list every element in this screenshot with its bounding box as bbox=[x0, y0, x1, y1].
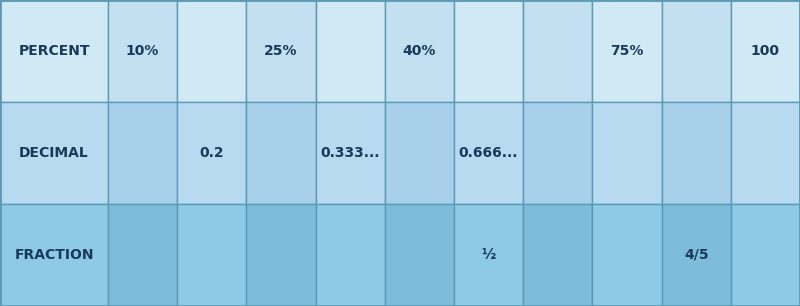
Text: 0.333...: 0.333... bbox=[321, 146, 380, 160]
Bar bbox=[523, 102, 593, 204]
Bar bbox=[108, 0, 178, 102]
Text: 100: 100 bbox=[751, 44, 780, 58]
Bar bbox=[385, 204, 454, 306]
Bar bbox=[178, 204, 246, 306]
Bar bbox=[523, 204, 593, 306]
Bar bbox=[178, 102, 246, 204]
Bar bbox=[454, 204, 523, 306]
Text: 10%: 10% bbox=[126, 44, 159, 58]
Bar bbox=[731, 204, 800, 306]
Bar bbox=[593, 0, 662, 102]
Bar bbox=[246, 102, 315, 204]
Bar bbox=[246, 0, 315, 102]
Bar bbox=[108, 102, 178, 204]
Bar bbox=[108, 204, 178, 306]
Bar bbox=[0, 204, 108, 306]
Bar bbox=[315, 102, 385, 204]
Bar bbox=[593, 102, 662, 204]
Bar bbox=[662, 0, 731, 102]
Bar bbox=[662, 102, 731, 204]
Bar bbox=[0, 0, 108, 102]
Bar bbox=[731, 102, 800, 204]
Bar bbox=[454, 102, 523, 204]
Bar bbox=[315, 204, 385, 306]
Text: 75%: 75% bbox=[610, 44, 644, 58]
Bar bbox=[523, 0, 593, 102]
Text: DECIMAL: DECIMAL bbox=[19, 146, 89, 160]
Text: 0.2: 0.2 bbox=[199, 146, 224, 160]
Bar bbox=[731, 0, 800, 102]
Bar bbox=[178, 0, 246, 102]
Bar bbox=[454, 0, 523, 102]
Text: ½: ½ bbox=[482, 248, 496, 262]
Bar bbox=[662, 204, 731, 306]
Text: 0.666...: 0.666... bbox=[459, 146, 518, 160]
Text: 4/5: 4/5 bbox=[684, 248, 709, 262]
Bar bbox=[385, 0, 454, 102]
Text: PERCENT: PERCENT bbox=[18, 44, 90, 58]
Bar bbox=[315, 0, 385, 102]
Text: FRACTION: FRACTION bbox=[14, 248, 94, 262]
Bar bbox=[246, 204, 315, 306]
Bar bbox=[593, 204, 662, 306]
Text: 40%: 40% bbox=[402, 44, 436, 58]
Bar bbox=[0, 102, 108, 204]
Text: 25%: 25% bbox=[264, 44, 298, 58]
Bar bbox=[385, 102, 454, 204]
